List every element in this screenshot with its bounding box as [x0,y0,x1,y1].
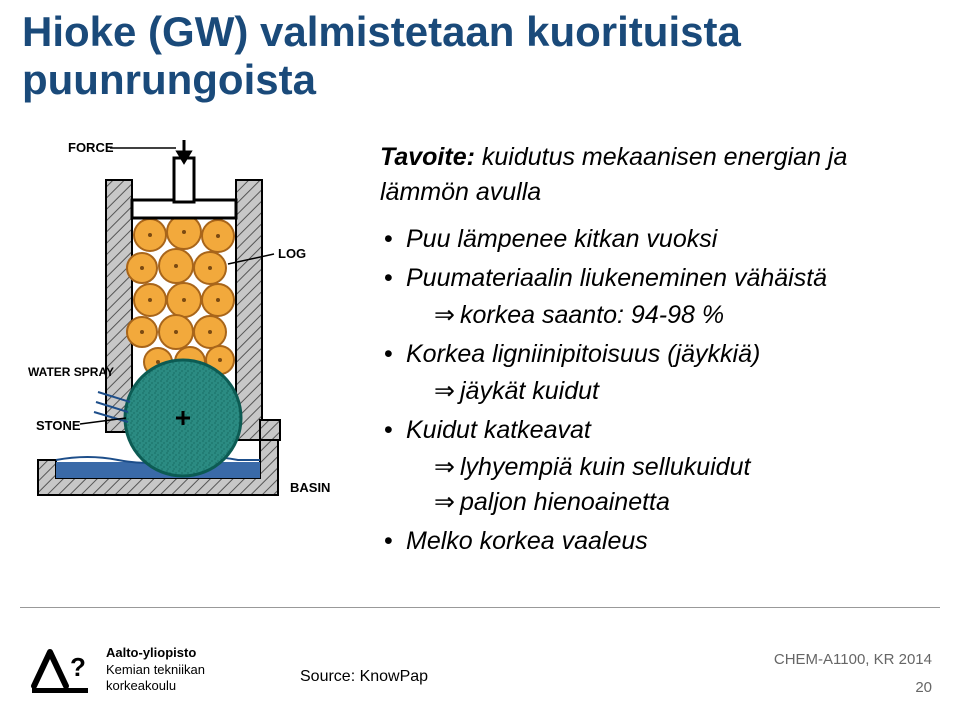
gw-diagram: FORCE LOG WATER SPRAY STONE BASIN [28,140,348,510]
list-item: Kuidut katkeavatlyhyempiä kuin sellukuid… [380,413,940,520]
label-force: FORCE [68,140,114,155]
label-log: LOG [278,246,306,261]
svg-text:?: ? [70,652,86,682]
sub-list-item: jäykät kuidut [434,374,940,409]
sub-list-item: paljon hienoainetta [434,485,940,520]
logo-line2: Kemian tekniikan [106,662,205,678]
logo-line3: korkeakoulu [106,678,205,694]
page-title: Hioke (GW) valmistetaan kuorituista puun… [22,8,938,105]
label-stone: STONE [36,418,81,433]
label-spray: WATER SPRAY [28,365,114,379]
footer-divider [20,607,940,608]
list-item: Melko korkea vaaleus [380,524,940,559]
title-line-1: Hioke (GW) valmistetaan kuorituista [22,8,741,55]
subtitle: Tavoite: kuidutus mekaanisen energian ja… [380,140,940,210]
sub-list: korkea saanto: 94-98 % [406,298,940,333]
list-item: Puumateriaalin liukeneminen vähäistäkork… [380,261,940,333]
footer-course: CHEM-A1100, KR 2014 [774,651,932,668]
page-number: 20 [915,679,932,696]
list-item: Puu lämpenee kitkan vuoksi [380,222,940,257]
bullet-list: Puu lämpenee kitkan vuoksi Puumateriaalin… [380,222,940,559]
sub-list: lyhyempiä kuin sellukuidutpaljon hienoai… [406,450,940,520]
list-item: Korkea ligniinipitoisuus (jäykkiä)jäykät… [380,337,940,409]
sub-list-item: korkea saanto: 94-98 % [434,298,940,333]
aalto-logo-icon: ? [28,646,92,694]
content-block: Tavoite: kuidutus mekaanisen energian ja… [380,140,940,563]
sub-list: jäykät kuidut [406,374,940,409]
sub-list-item: lyhyempiä kuin sellukuidut [434,450,940,485]
subtitle-label: Tavoite: [380,143,475,171]
source-label: Source: KnowPap [300,668,428,686]
logo-block: ? Aalto-yliopisto Kemian tekniikan korke… [28,645,205,694]
title-line-2: puunrungoista [22,56,316,103]
logo-text: Aalto-yliopisto Kemian tekniikan korkeak… [106,645,205,694]
label-basin: BASIN [290,480,330,495]
logo-university: Aalto-yliopisto [106,645,205,661]
